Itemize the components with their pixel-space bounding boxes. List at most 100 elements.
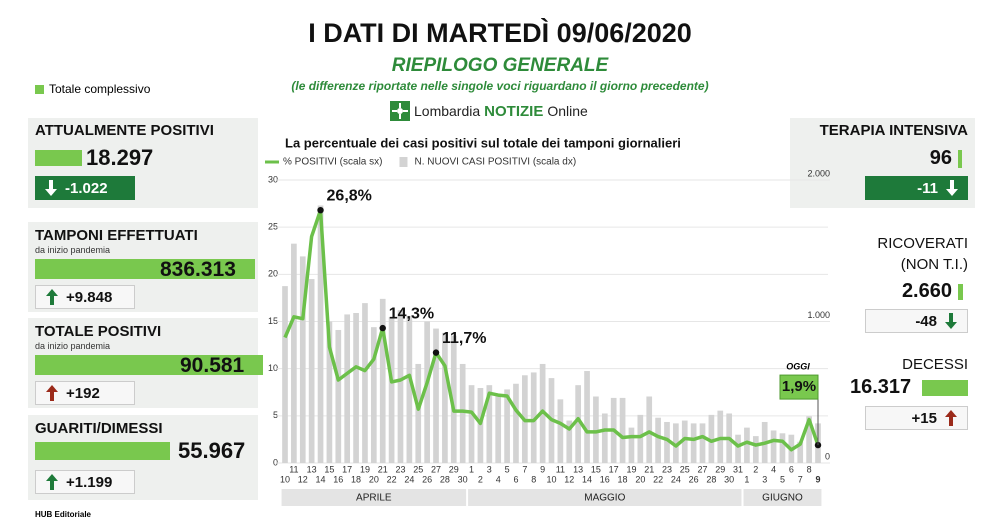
- x-tick-label: 22: [387, 474, 397, 484]
- x-tick-label: 14: [316, 474, 326, 484]
- legend-swatch: [399, 157, 408, 167]
- x-tick-label: 2: [478, 474, 483, 484]
- bar: [628, 427, 635, 463]
- bar: [433, 328, 439, 463]
- bar: [450, 335, 457, 463]
- panel-title: RICOVERATI: [877, 235, 968, 252]
- panel-title: (NON T.I.): [900, 256, 968, 273]
- x-tick-label: 9: [540, 464, 545, 474]
- y-tick-label: 20: [268, 269, 278, 279]
- bar: [646, 396, 653, 463]
- subtitle: RIEPILOGO GENERALE: [391, 55, 609, 76]
- x-tick-label: 23: [662, 464, 672, 474]
- label-box: [779, 374, 819, 400]
- x-tick-label: 4: [771, 464, 776, 474]
- x-tick-label: 20: [369, 474, 379, 484]
- bar: [335, 329, 342, 463]
- title: I DATI DI MARTEDÌ 09/06/2020: [308, 18, 692, 48]
- y-tick-label: 5: [273, 410, 278, 420]
- line: [283, 208, 820, 452]
- bar: [673, 423, 679, 463]
- value-label: 11,7%: [442, 330, 486, 347]
- x-tick-label: 1: [469, 464, 474, 474]
- y-tick-label: 10: [268, 363, 278, 373]
- bar: [388, 317, 395, 463]
- x-tick-label: 23: [395, 464, 405, 474]
- bar: [299, 256, 306, 463]
- x-tick-label: 11: [556, 464, 565, 474]
- panel-delta: +9.848: [35, 285, 135, 309]
- bar: [353, 313, 359, 463]
- bar: [681, 420, 688, 463]
- value-label: 26,8%: [327, 187, 372, 204]
- month-label: APRILE: [356, 493, 392, 504]
- x-tick-label: 26: [422, 474, 432, 484]
- panel-value: 90.581: [180, 354, 245, 377]
- y2-tick-label: 2.000: [807, 168, 830, 178]
- bar: [530, 372, 537, 463]
- chart-title: La percentuale dei casi positivi sul tot…: [285, 135, 681, 150]
- x-tick-label: 5: [780, 474, 785, 484]
- x-tick-label: 19: [360, 464, 370, 474]
- x-tick-label: 4: [496, 474, 501, 484]
- panel-title: TAMPONI EFFETTUATI: [35, 227, 198, 244]
- bar: [317, 205, 324, 463]
- panel-value: 836.313: [160, 258, 236, 281]
- x-tick-label: 24: [404, 474, 414, 484]
- panel-delta: +1.199: [35, 470, 135, 494]
- bar: [664, 421, 670, 463]
- bar: [637, 414, 644, 463]
- x-tick-label: 8: [807, 464, 812, 474]
- bar: [477, 388, 484, 463]
- x-tick-label: 13: [573, 464, 583, 474]
- month-label: GIUGNO: [762, 493, 803, 504]
- bar: [282, 286, 288, 463]
- panel-value: 55.967: [178, 438, 246, 463]
- y-tick-label: 25: [268, 222, 278, 232]
- delta-text: -1.022: [65, 179, 108, 197]
- bar: [362, 303, 368, 463]
- note: (le differenze riportate nelle singole v…: [291, 79, 709, 93]
- x-tick-label: 25: [680, 464, 690, 474]
- bar: [326, 321, 333, 463]
- panel-title: DECESSI: [902, 356, 968, 373]
- x-tick-label: 16: [333, 474, 343, 484]
- panel-bar: [958, 150, 962, 168]
- bar: [752, 436, 759, 463]
- panel-delta: +192: [35, 381, 135, 405]
- x-tick-label: 29: [715, 464, 725, 474]
- legend: Totale complessivo: [35, 82, 150, 96]
- x-tick-label: 17: [609, 464, 619, 474]
- legend-label: N. NUOVI CASI POSITIVI (scala dx): [414, 157, 576, 168]
- x-tick-label: 18: [351, 474, 361, 484]
- bar: [459, 363, 466, 463]
- x-tick-label: 28: [440, 474, 450, 484]
- x-tick-label: 3: [762, 474, 767, 484]
- y2-tick-label: 1.000: [807, 310, 830, 320]
- x-tick-label: 18: [618, 474, 628, 484]
- bar: [406, 315, 413, 463]
- delta-text: -11: [917, 179, 938, 197]
- bar: [513, 383, 519, 463]
- panel-bar: [35, 150, 82, 166]
- x-tick-label: 6: [789, 464, 794, 474]
- panel-title: TOTALE POSITIVI: [35, 323, 162, 340]
- bar: [584, 371, 590, 463]
- x-tick-label: 21: [644, 464, 654, 474]
- bar: [690, 423, 697, 463]
- x-tick-label: 16: [600, 474, 610, 484]
- x-tick-label: 2: [753, 464, 758, 474]
- bar: [806, 416, 812, 463]
- x-tick-label: 12: [564, 474, 574, 484]
- month-label: MAGGIO: [584, 493, 625, 504]
- delta-text: +1.199: [66, 473, 113, 491]
- bar: [566, 420, 573, 463]
- value-label: 14,3%: [389, 305, 434, 322]
- brand-1: Lombardia: [414, 103, 481, 119]
- bar: [779, 433, 786, 463]
- x-tick-label: 27: [431, 464, 441, 474]
- panel-subtitle: da inizio pandemia: [35, 341, 111, 351]
- value-label: 1,9%: [782, 378, 816, 395]
- panel-title: TERAPIA INTENSIVA: [819, 122, 968, 139]
- month-band: [468, 489, 742, 506]
